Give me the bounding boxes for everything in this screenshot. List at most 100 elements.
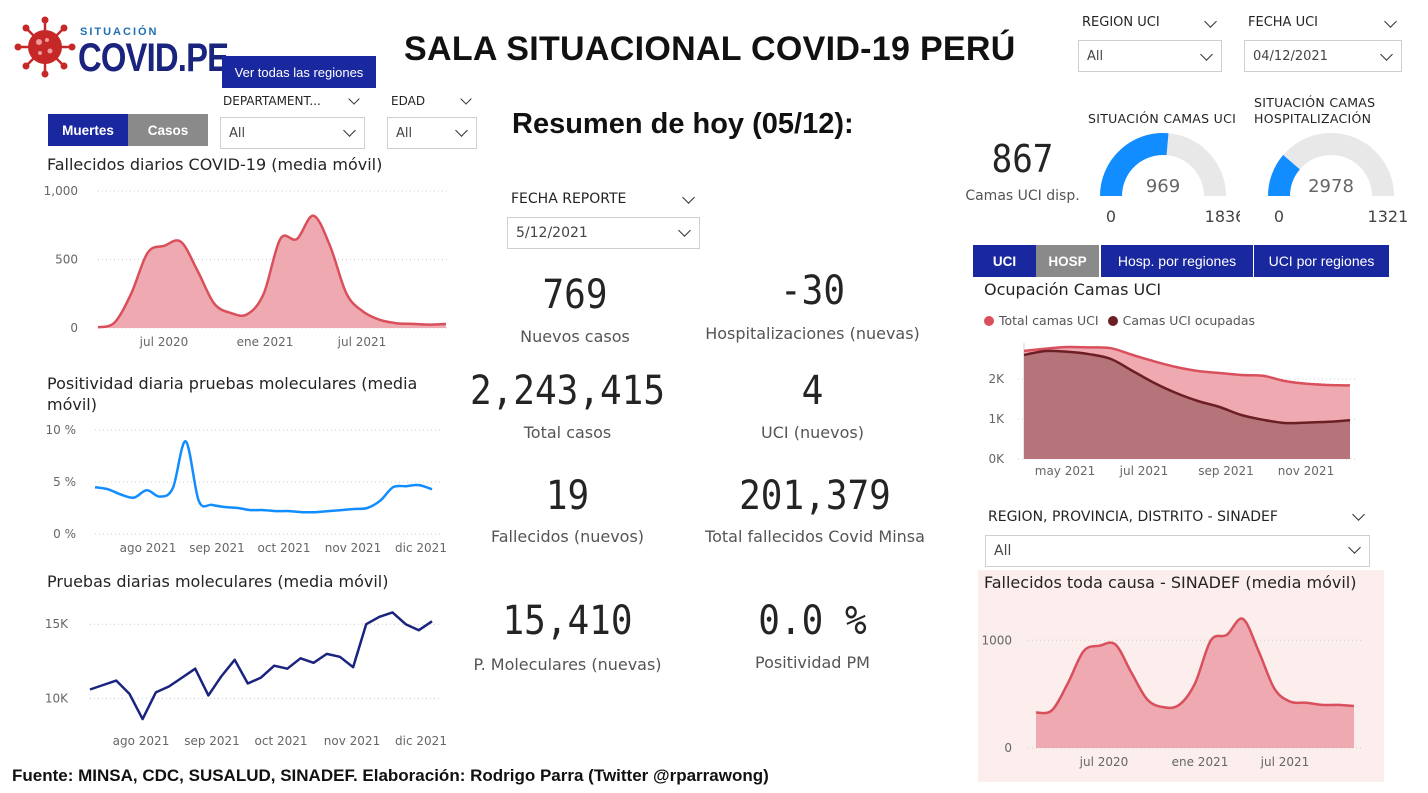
x-tick-label: nov 2021 [1278, 464, 1334, 478]
footer-source: Fuente: MINSA, CDC, SUSALUD, SINADEF. El… [12, 766, 769, 785]
gauge-min-label: 0 [1106, 207, 1116, 226]
kpi-nuevos-casos-value: 769 [542, 272, 608, 318]
deaths-line [97, 214, 447, 329]
kpi-hospitalizaciones-value: -30 [779, 268, 846, 314]
y-tick-label: 1000 [981, 633, 1012, 647]
kpi-positividad-label: Positividad PM [755, 653, 870, 672]
gauge-value-arc [1100, 133, 1169, 197]
region-uci-value: All [1087, 48, 1104, 64]
y-tick-label: 10K [45, 691, 69, 705]
tab-hosp-por-regiones[interactable]: Hosp. por regiones [1101, 245, 1253, 277]
deaths-area-chart[interactable]: 1,000 500 0 jul 2020 ene 2021 jul 2021 [40, 180, 460, 352]
uci-occupancy-legend: Total camas UCI Camas UCI ocupadas [984, 313, 1255, 328]
tab-casos[interactable]: Casos [128, 114, 208, 146]
page-title: SALA SITUACIONAL COVID-19 PERÚ [404, 30, 1016, 68]
tests-line [89, 611, 433, 721]
uci-occupancy-area-chart[interactable]: 2K 1K 0K may 2021 jul 2021 sep 2021 nov 2021 [978, 335, 1378, 485]
fecha-uci-label: FECHA UCI [1248, 15, 1318, 30]
uci-occupied-line [1023, 349, 1351, 425]
legend-occupied-label: Camas UCI ocupadas [1122, 313, 1255, 328]
chevron-down-icon[interactable] [348, 93, 360, 105]
x-tick-label: jul 2021 [337, 335, 387, 349]
y-tick-label: 0K [988, 452, 1005, 466]
tests-line-chart[interactable]: 15K 10K ago 2021 sep 2021 oct 2021 nov 2021 di… [40, 596, 460, 752]
y-tick-label: 1K [988, 412, 1005, 426]
x-tick-label: dic 2021 [395, 541, 447, 555]
x-tick-label: dic 2021 [395, 734, 447, 748]
kpi-uci-nuevos-value: 4 [801, 368, 824, 414]
region-uci-label: REGION UCI [1082, 15, 1160, 30]
y-tick-label: 15K [45, 617, 69, 631]
all-regions-button[interactable]: Ver todas las regiones [222, 56, 376, 88]
x-tick-label: jul 2021 [1260, 755, 1310, 769]
x-tick-label: oct 2021 [255, 734, 308, 748]
departamento-label: DEPARTAMENT... [223, 94, 321, 108]
chevron-down-icon[interactable] [1204, 15, 1217, 28]
positivity-line [94, 440, 433, 514]
fecha-reporte-value: 5/12/2021 [516, 225, 588, 241]
edad-value: All [396, 125, 413, 141]
gauge-uci: 969 0 1836 [1100, 133, 1240, 226]
deaths-chart-title: Fallecidos diarios COVID-19 (media móvil… [47, 155, 383, 174]
kpi-pruebas-moleculares-value: 15,410 [502, 598, 633, 644]
chevron-down-icon[interactable] [1384, 15, 1397, 28]
x-tick-label: sep 2021 [184, 734, 240, 748]
fecha-reporte-dropdown[interactable]: 5/12/2021 [507, 217, 700, 249]
x-tick-label: ene 2021 [1172, 755, 1229, 769]
gauge-max-label: 1836 [1205, 207, 1240, 226]
gauge-min-label: 0 [1274, 207, 1284, 226]
departamento-dropdown[interactable]: All [220, 117, 365, 149]
x-tick-label: ago 2021 [113, 734, 170, 748]
sinadef-chart-title: Fallecidos toda causa - SINADEF (media m… [984, 573, 1357, 592]
fecha-uci-dropdown[interactable]: 04/12/2021 [1244, 40, 1402, 72]
tab-hosp[interactable]: HOSP [1036, 245, 1099, 277]
x-tick-label: nov 2021 [325, 541, 381, 555]
positivity-line-chart[interactable]: 10 % 5 % 0 % ago 2021 sep 2021 oct 2021 nov 20… [40, 420, 460, 560]
kpi-total-casos-label: Total casos [523, 423, 612, 442]
gauge-value-label: 969 [1146, 176, 1180, 197]
sinadef-area-chart[interactable]: 1000 0 jul 2020 ene 2021 jul 2021 [978, 600, 1384, 778]
edad-label: EDAD [391, 94, 426, 108]
positivity-chart-title: Positividad diaria pruebas moleculares (… [47, 374, 418, 414]
gauge-hosp-title: SITUACIÓN CAMAS HOSPITALIZACIÓN [1254, 95, 1375, 127]
region-uci-dropdown[interactable]: All [1078, 40, 1222, 72]
kpi-pruebas-moleculares-label: P. Moleculares (nuevas) [473, 655, 662, 674]
gauge-max-label: 13213 [1368, 207, 1408, 226]
x-tick-label: jul 2020 [1079, 755, 1129, 769]
chevron-down-icon[interactable] [682, 191, 695, 204]
tab-uci-por-regiones[interactable]: UCI por regiones [1254, 245, 1389, 277]
kpi-hospitalizaciones-label: Hospitalizaciones (nuevas) [705, 324, 920, 343]
kpi-total-fallecidos-value: 201,379 [739, 473, 891, 519]
edad-dropdown[interactable]: All [387, 117, 477, 149]
y-tick-label: 500 [55, 253, 78, 267]
chevron-down-icon[interactable] [1352, 508, 1365, 521]
gauge-hosp-title-line2: HOSPITALIZACIÓN [1254, 111, 1372, 126]
uci-available-label: Camas UCI disp. [965, 188, 1080, 204]
gauge-value-arc [1268, 155, 1301, 197]
y-tick-label: 10 % [46, 423, 77, 437]
sinadef-region-dropdown[interactable]: All [985, 535, 1370, 567]
x-tick-label: sep 2021 [189, 541, 245, 555]
summary-title: Resumen de hoy (05/12): [512, 108, 854, 140]
legend-total-dot [984, 315, 994, 326]
kpi-fallecidos-nuevos-label: Fallecidos (nuevos) [490, 527, 645, 546]
y-tick-label: 1,000 [44, 184, 78, 198]
y-tick-label: 0 [70, 321, 78, 335]
uci-total-line [1023, 345, 1351, 387]
x-tick-label: ene 2021 [237, 335, 294, 349]
uci-occupancy-chart-title: Ocupación Camas UCI [984, 280, 1162, 299]
gauge-hosp-title-line1: SITUACIÓN CAMAS [1254, 95, 1376, 110]
kpi-nuevos-casos-label: Nuevos casos [520, 327, 630, 346]
sinadef-line [1035, 617, 1355, 715]
kpi-fallecidos-nuevos-value: 19 [545, 473, 590, 519]
tab-muertes[interactable]: Muertes [48, 114, 128, 146]
y-tick-label: 5 % [53, 475, 76, 489]
uci-available-value: 867 [991, 137, 1054, 181]
tab-uci[interactable]: UCI [973, 245, 1036, 277]
y-tick-label: 0 [1004, 741, 1012, 755]
tests-chart-title: Pruebas diarias moleculares (media móvil… [47, 572, 389, 591]
chevron-down-icon[interactable] [460, 93, 472, 105]
y-tick-label: 2K [988, 372, 1005, 386]
kpi-uci-nuevos-label: UCI (nuevos) [761, 423, 864, 442]
deaths-area [98, 215, 446, 328]
